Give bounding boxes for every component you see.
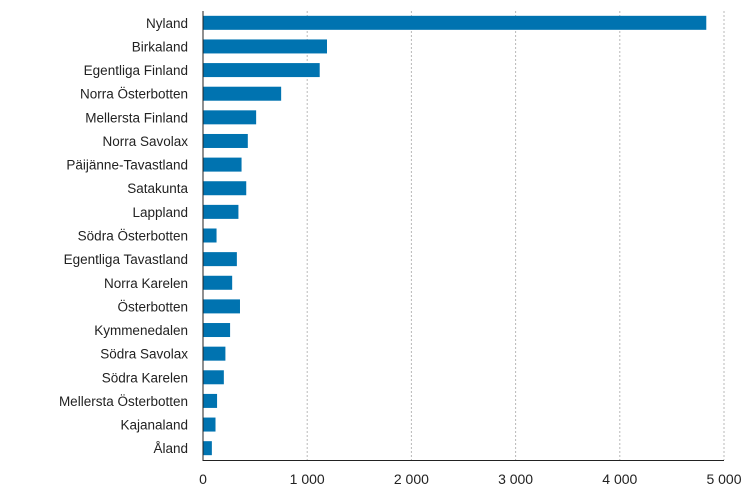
bar-12: [203, 299, 240, 314]
bar-18: [203, 441, 212, 456]
category-label-17: Kajanaland: [120, 418, 188, 433]
bar-3: [203, 86, 282, 101]
bar-11: [203, 275, 233, 290]
category-label-14: Södra Savolax: [100, 347, 188, 362]
bar-7: [203, 181, 247, 196]
x-tick-label-4: 4 000: [602, 471, 637, 487]
bar-10: [203, 252, 237, 267]
bar-17: [203, 417, 216, 432]
bar-13: [203, 323, 231, 338]
category-label-10: Egentliga Tavastland: [64, 252, 188, 267]
category-label-15: Södra Karelen: [102, 370, 188, 385]
category-label-9: Södra Österbotten: [78, 229, 188, 244]
bars: [203, 15, 707, 456]
category-label-3: Norra Österbotten: [80, 87, 188, 102]
x-tick-labels: 0 1 000 2 000 3 000 4 000 5 000: [199, 471, 742, 487]
bar-0: [203, 15, 707, 30]
bar-2: [203, 63, 320, 78]
bar-5: [203, 133, 248, 148]
category-label-2: Egentliga Finland: [84, 63, 188, 78]
x-tick-label-3: 3 000: [498, 471, 533, 487]
bar-9: [203, 228, 217, 243]
x-tick-label-5: 5 000: [706, 471, 741, 487]
category-label-0: Nyland: [146, 16, 188, 31]
category-label-13: Kymmenedalen: [94, 323, 188, 338]
category-label-5: Norra Savolax: [102, 134, 188, 149]
category-labels: Nyland Birkaland Egentliga Finland Norra Ös…: [59, 16, 189, 456]
bar-6: [203, 157, 242, 172]
bar-15: [203, 370, 224, 385]
bar-16: [203, 393, 218, 408]
category-label-7: Satakunta: [127, 181, 188, 196]
category-label-11: Norra Karelen: [104, 276, 188, 291]
bar-14: [203, 346, 226, 361]
category-label-4: Mellersta Finland: [85, 110, 188, 125]
category-label-1: Birkaland: [132, 39, 188, 54]
bar-4: [203, 110, 257, 125]
category-label-8: Lappland: [132, 205, 188, 220]
x-tick-label-1: 1 000: [290, 471, 325, 487]
bar-8: [203, 204, 239, 219]
category-label-12: Österbotten: [117, 299, 188, 314]
category-label-6: Päijänne-Tavastland: [66, 158, 188, 173]
x-tick-label-0: 0: [199, 471, 207, 487]
bar-1: [203, 39, 327, 54]
x-tick-label-2: 2 000: [394, 471, 429, 487]
category-label-18: Åland: [153, 441, 188, 456]
category-label-16: Mellersta Österbotten: [59, 394, 188, 409]
grid-lines: [306, 11, 725, 460]
